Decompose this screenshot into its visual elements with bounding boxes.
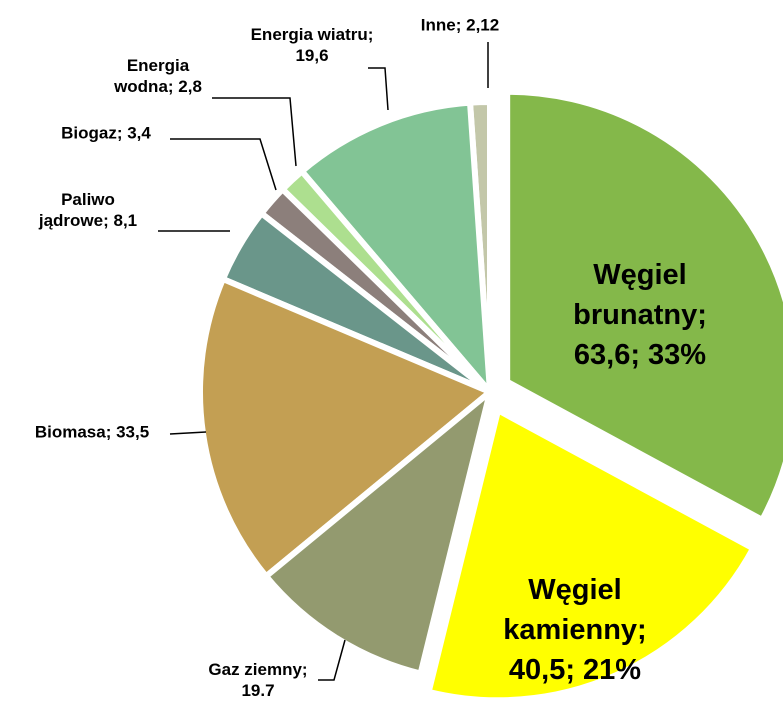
leader-line xyxy=(169,431,207,435)
pie-slice xyxy=(425,405,758,704)
data-label: Energia wodna; 2,8 xyxy=(114,56,202,96)
leader-line xyxy=(368,67,389,111)
pie-slice xyxy=(261,383,496,678)
data-label: Biogaz; 3,4 xyxy=(61,123,151,143)
data-label: Gaz ziemny; 19.7 xyxy=(208,660,308,700)
data-label: Energia wiatru; 19,6 xyxy=(250,25,374,65)
data-label: Biomasa; 33,5 xyxy=(34,422,150,442)
leader-line xyxy=(170,138,277,191)
data-label: Inne; 2,12 xyxy=(420,15,500,35)
pie-slice xyxy=(197,275,496,581)
data-label: Węgiel kamienny; 40,5; 21% xyxy=(503,574,647,686)
data-label: Paliwo jądrowe; 8,1 xyxy=(38,190,138,230)
pie-slice xyxy=(297,99,494,401)
data-label: Węgiel brunatny; 63,6; 33% xyxy=(573,259,707,371)
pie-slice xyxy=(504,88,783,524)
leader-lines xyxy=(158,42,489,681)
leader-line xyxy=(318,639,346,681)
leader-line xyxy=(212,97,297,167)
